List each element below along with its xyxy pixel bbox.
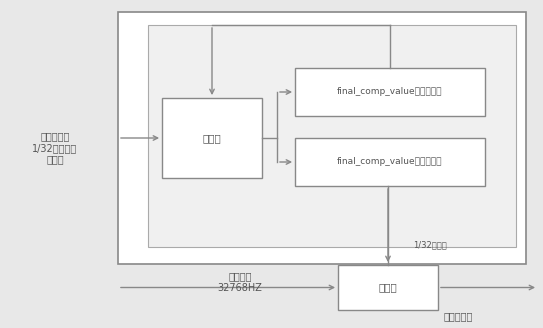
Bar	[162, 98, 262, 178]
Bar	[338, 265, 438, 310]
Text: final_comp_value的小数部分: final_comp_value的小数部分	[337, 88, 443, 96]
Text: 计数器: 计数器	[378, 282, 397, 292]
Text: 1/32秒脉冲: 1/32秒脉冲	[413, 240, 447, 250]
Text: 加法器: 加法器	[203, 133, 222, 143]
Text: final_comp_value的整数部分: final_comp_value的整数部分	[337, 157, 443, 167]
Bar	[148, 25, 516, 247]
Bar	[295, 68, 485, 116]
Text: 晶振时钟
32768HZ: 晶振时钟 32768HZ	[218, 271, 262, 293]
Bar	[295, 138, 485, 186]
Bar	[118, 12, 526, 264]
Text: 计算出来的
1/32秒对应的
补偿値: 计算出来的 1/32秒对应的 补偿値	[33, 132, 78, 165]
Text: 秒脉冲输出: 秒脉冲输出	[443, 311, 473, 321]
